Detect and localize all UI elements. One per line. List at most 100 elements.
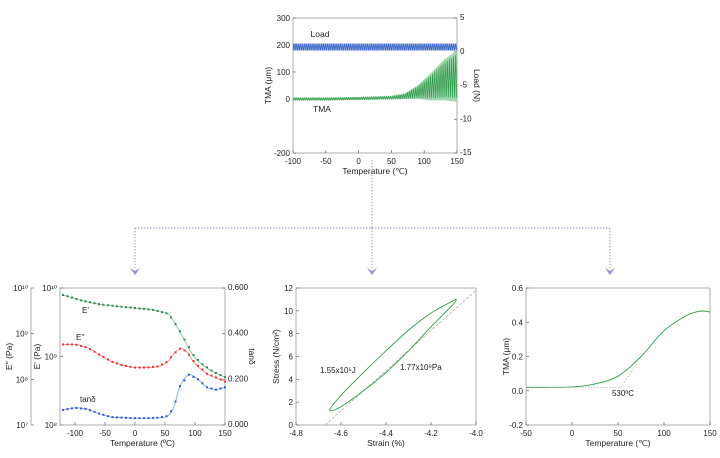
data-marker-eprime [80, 299, 82, 302]
data-marker-tand [93, 410, 96, 413]
data-marker-eprime [197, 358, 199, 361]
data-marker-tand [219, 387, 222, 390]
y2-tick-label: 0 [460, 47, 465, 56]
plot-frame [525, 287, 711, 426]
x-tick-label: -100 [285, 157, 302, 166]
data-marker-eprime [66, 295, 69, 298]
data-marker-edouble [62, 343, 64, 346]
outer-y-tick-label: 10⁸ [16, 375, 28, 384]
data-marker-tand [165, 415, 168, 418]
arrow-down-icon [130, 268, 140, 275]
y-tick-label: 12 [284, 284, 293, 293]
data-marker-edouble [174, 351, 177, 354]
x-tick-label: -50 [99, 429, 111, 438]
outer-y-axis-label: E'' (Pa) [4, 343, 14, 371]
data-marker-eprime [71, 296, 73, 299]
data-marker-edouble [120, 363, 123, 366]
data-marker-edouble [89, 348, 91, 351]
y-axis-label: TMA (μm) [501, 338, 511, 376]
x-tick-label: 100 [418, 157, 432, 166]
y-tick-label: 200 [277, 41, 291, 50]
data-marker-tand [80, 407, 82, 410]
data-marker-edouble [107, 358, 109, 361]
data-marker-edouble [98, 353, 100, 356]
data-marker-tand [134, 417, 136, 420]
data-marker-eprime [192, 354, 195, 357]
onset-temperature-label: 530ºC [612, 389, 634, 398]
data-marker-eprime [165, 312, 168, 315]
data-marker-eprime [125, 306, 127, 309]
x-tick-label: 50 [161, 429, 170, 438]
data-marker-edouble [84, 346, 87, 349]
data-marker-edouble [111, 360, 114, 363]
data-marker-tand [62, 408, 64, 411]
tma-curve [525, 310, 711, 388]
data-marker-edouble [134, 366, 136, 369]
x-tick-label: 0 [356, 157, 361, 166]
data-marker-tand [143, 417, 145, 420]
data-marker-tand [188, 373, 190, 376]
outer-y-tick-label: 10¹⁰ [13, 284, 28, 293]
y2-tick-label: -15 [460, 148, 472, 157]
y2-tick-label: 0.000 [228, 420, 249, 429]
data-marker-edouble [179, 347, 181, 350]
data-marker-eprime [129, 306, 132, 309]
data-marker-eprime [120, 305, 123, 308]
x-tick-label: 0 [570, 429, 575, 438]
y2-tick-label: 5 [460, 13, 465, 22]
y2-tick-label: -10 [460, 114, 472, 123]
data-marker-edouble [192, 360, 195, 363]
x-tick-label: -4.2 [424, 429, 438, 438]
y-tick-label: -0.2 [509, 421, 523, 430]
data-marker-tand [129, 416, 132, 419]
data-marker-tand [107, 415, 109, 418]
series-label: Load [311, 29, 330, 39]
annotation-energy: 1.55x10⁵J [320, 366, 356, 375]
data-marker-tand [75, 407, 78, 410]
y-tick-label: 8 [289, 330, 294, 339]
y2-tick-label: 0.400 [228, 329, 249, 338]
series-label: E' [82, 306, 89, 315]
data-marker-edouble [224, 380, 226, 383]
data-marker-eprime [152, 308, 154, 311]
data-marker-edouble [165, 361, 168, 364]
data-marker-tand [206, 386, 208, 389]
data-marker-edouble [129, 365, 132, 368]
data-marker-eprime [107, 304, 109, 307]
x-tick-label: -4.4 [379, 429, 393, 438]
data-marker-eprime [179, 330, 181, 333]
x-tick-label: 100 [657, 429, 671, 438]
x-tick-label: -4.0 [469, 429, 483, 438]
data-marker-edouble [116, 362, 118, 365]
data-marker-eprime [201, 363, 204, 366]
data-marker-tand [183, 379, 186, 382]
y2-axis-label: Load (N) [472, 69, 482, 102]
data-marker-eprime [62, 294, 64, 297]
y-axis-label: TMA (μm) [263, 67, 273, 105]
data-marker-eprime [134, 307, 136, 310]
x-tick-label: 150 [218, 429, 232, 438]
x-tick-label: 50 [614, 429, 623, 438]
data-marker-eprime [156, 309, 159, 312]
data-marker-edouble [66, 343, 69, 346]
x-axis-label: Strain (%) [367, 438, 405, 448]
data-marker-eprime [89, 301, 91, 304]
data-marker-tand [89, 409, 91, 412]
y-axis-label: Stress (N/cm²) [271, 329, 281, 384]
data-marker-edouble [75, 343, 78, 346]
data-marker-edouble [161, 363, 163, 366]
data-marker-tand [161, 416, 163, 419]
series-line-tma [292, 55, 458, 101]
data-marker-edouble [102, 355, 105, 358]
y-tick-label: 10⁸ [45, 421, 57, 430]
data-marker-eprime [170, 316, 172, 319]
data-marker-tand [192, 376, 195, 379]
x-axis-label: Temperature (ºC) [110, 438, 175, 448]
data-marker-edouble [152, 365, 154, 368]
data-marker-eprime [161, 311, 163, 314]
data-marker-eprime [143, 307, 145, 310]
data-marker-edouble [80, 344, 82, 347]
data-marker-edouble [183, 349, 186, 352]
data-marker-eprime [84, 300, 87, 303]
data-marker-tand [170, 410, 172, 413]
